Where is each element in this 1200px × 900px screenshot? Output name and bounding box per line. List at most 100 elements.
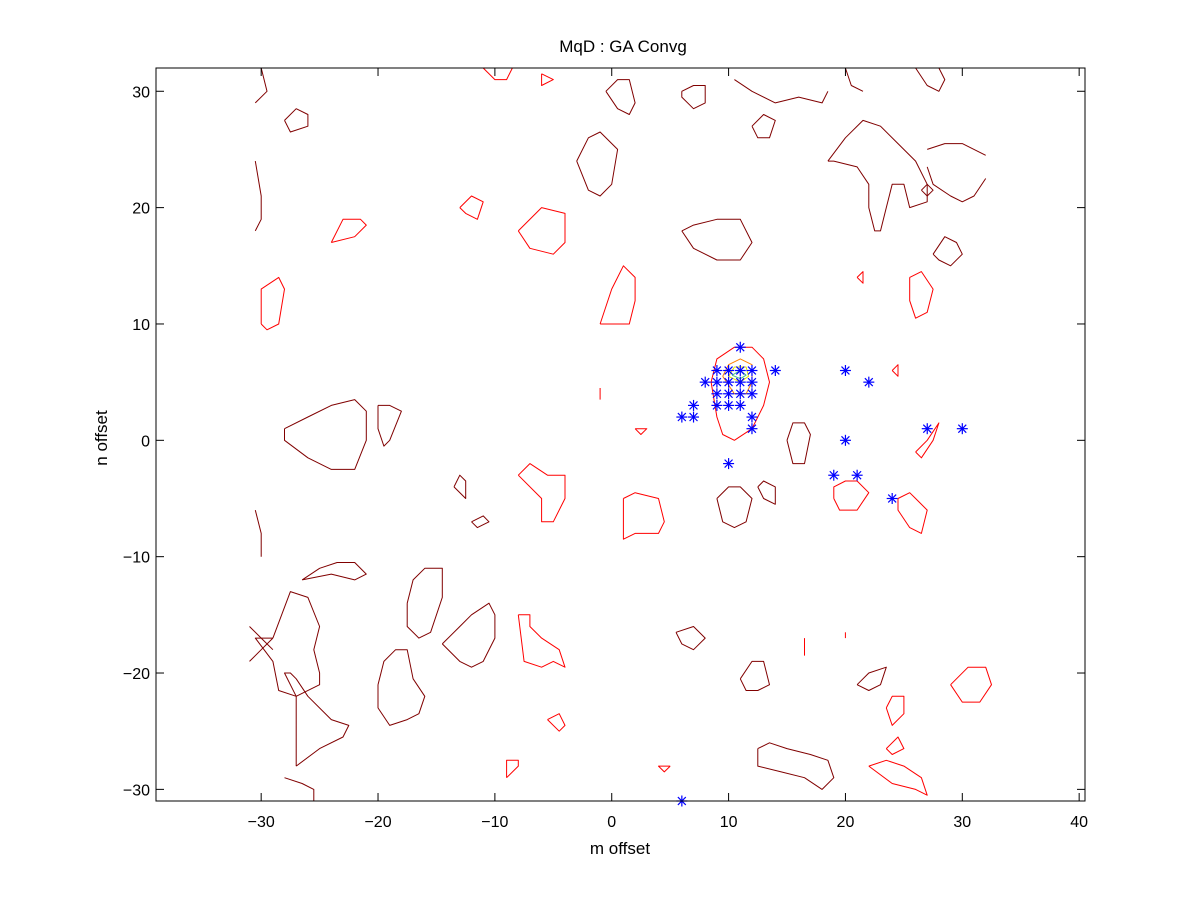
contour-line-33 bbox=[249, 626, 274, 651]
contour-line-57 bbox=[885, 695, 905, 726]
scatter-point-11 bbox=[734, 376, 746, 388]
contour-line-30 bbox=[757, 742, 835, 790]
contour-line-8 bbox=[377, 404, 402, 447]
contour-line-59 bbox=[868, 759, 928, 796]
scatter-point-2 bbox=[711, 365, 723, 377]
contour-line-50 bbox=[506, 759, 519, 779]
contour-line-47 bbox=[517, 463, 566, 523]
contour-line-51 bbox=[547, 713, 566, 732]
y-tick-label: 10 bbox=[132, 317, 150, 334]
y-tick-label: 20 bbox=[132, 201, 150, 218]
contour-line-48 bbox=[622, 492, 665, 540]
contour-line-42 bbox=[599, 265, 636, 325]
contour-line-15 bbox=[681, 85, 706, 110]
contour-line-7 bbox=[284, 399, 367, 470]
contour-line-37 bbox=[284, 777, 315, 801]
x-axis-label: m offset bbox=[590, 839, 650, 858]
scatter-point-16 bbox=[734, 388, 746, 400]
contour-line-36 bbox=[254, 67, 268, 104]
scatter-point-22 bbox=[676, 411, 688, 423]
contour-line-1 bbox=[284, 672, 350, 767]
scatter-point-26 bbox=[921, 423, 933, 435]
scatter-point-27 bbox=[956, 423, 968, 435]
contour-line-32 bbox=[249, 637, 274, 662]
scatter-point-23 bbox=[688, 411, 700, 423]
x-tick-label: 20 bbox=[837, 814, 855, 831]
contour-line-29 bbox=[739, 660, 770, 691]
scatter-point-10 bbox=[723, 376, 735, 388]
x-tick-label: −10 bbox=[481, 814, 508, 831]
scatter-point-1 bbox=[734, 341, 746, 353]
contour-line-34 bbox=[254, 509, 262, 557]
contour-line-23 bbox=[932, 236, 963, 267]
contour-line-46 bbox=[260, 276, 285, 331]
scatter-point-4 bbox=[734, 365, 746, 377]
contour-line-45 bbox=[330, 218, 367, 243]
contour-line-2 bbox=[254, 591, 321, 697]
axes-layer: −30 −20 −10 0 10 20 30 40 −30 −20 −10 0 10 20 30 bbox=[123, 67, 1088, 831]
x-tick-label: 10 bbox=[720, 814, 738, 831]
contour-line-35 bbox=[254, 161, 262, 232]
contour-line-62 bbox=[856, 271, 864, 284]
scatter-point-30 bbox=[828, 469, 840, 481]
contour-line-18 bbox=[827, 119, 928, 232]
scatter-point-3 bbox=[723, 365, 735, 377]
contour-line-27 bbox=[757, 480, 776, 505]
contour-line-21 bbox=[927, 143, 986, 156]
contour-line-63 bbox=[891, 364, 899, 377]
scatter-point-13 bbox=[863, 376, 875, 388]
contour-line-60 bbox=[482, 67, 513, 81]
scatter-point-19 bbox=[711, 399, 723, 411]
contour-line-22 bbox=[926, 166, 987, 203]
contour-line-64 bbox=[634, 428, 648, 435]
y-tick-label: −30 bbox=[123, 782, 150, 799]
contour-line-17 bbox=[734, 79, 829, 104]
scatter-point-8 bbox=[699, 376, 711, 388]
scatter-point-21 bbox=[734, 399, 746, 411]
y-tick-label: 0 bbox=[141, 433, 150, 450]
contour-line-40 bbox=[728, 366, 749, 383]
scatter-point-6 bbox=[769, 365, 781, 377]
contour-line-14 bbox=[681, 218, 753, 261]
contour-line-49 bbox=[517, 614, 566, 668]
contour-line-13 bbox=[605, 79, 636, 115]
plot-background bbox=[156, 68, 1085, 801]
contour-line-3 bbox=[301, 562, 367, 581]
contour-line-19 bbox=[844, 67, 864, 92]
contour-line-26 bbox=[716, 486, 753, 529]
contour-line-54 bbox=[915, 422, 940, 459]
contour-line-11 bbox=[284, 108, 309, 133]
scatter-point-28 bbox=[839, 434, 851, 446]
contour-line-55 bbox=[909, 271, 934, 319]
x-tick-label: 0 bbox=[607, 814, 616, 831]
scatter-point-29 bbox=[723, 458, 735, 470]
contour-line-58 bbox=[885, 736, 905, 755]
contour-line-28 bbox=[675, 626, 706, 651]
contour-line-25 bbox=[786, 422, 811, 465]
plot-area bbox=[156, 68, 1085, 801]
contour-line-10 bbox=[471, 515, 490, 529]
chart-title: MqD : GA Convg bbox=[559, 37, 687, 56]
scatter-point-24 bbox=[746, 411, 758, 423]
scatter-point-31 bbox=[851, 469, 863, 481]
scatter-point-9 bbox=[711, 376, 723, 388]
y-tick-label: −10 bbox=[123, 550, 150, 567]
scatter-point-18 bbox=[688, 399, 700, 411]
contour-line-44 bbox=[459, 195, 484, 220]
y-tick-label: −20 bbox=[123, 666, 150, 683]
x-tick-label: 40 bbox=[1070, 814, 1088, 831]
contour-line-24 bbox=[921, 183, 934, 197]
contour-line-9 bbox=[453, 474, 467, 499]
contour-line-20 bbox=[915, 67, 946, 92]
scatter-point-20 bbox=[723, 399, 735, 411]
contour-line-31 bbox=[856, 666, 887, 691]
scatter-point-15 bbox=[723, 388, 735, 400]
scatter-point-32 bbox=[886, 492, 898, 504]
contour-line-4 bbox=[377, 649, 426, 726]
contour-line-56 bbox=[950, 666, 992, 703]
x-tick-label: 30 bbox=[953, 814, 971, 831]
scatter-point-7 bbox=[839, 365, 851, 377]
contour-line-16 bbox=[751, 114, 776, 139]
contour-line-5 bbox=[406, 567, 443, 639]
